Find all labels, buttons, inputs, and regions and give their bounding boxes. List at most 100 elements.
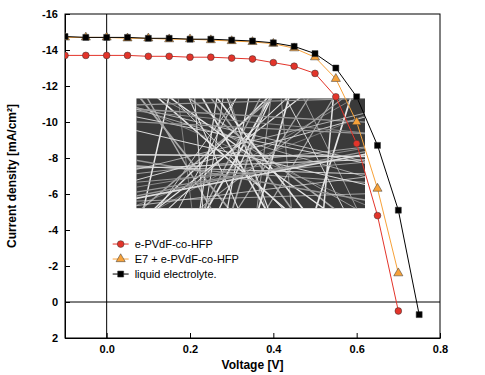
y-tick-mark xyxy=(65,86,70,87)
y-tick-mark xyxy=(65,158,70,159)
y-tick: -12 xyxy=(42,80,70,92)
x-tick-mark xyxy=(107,333,108,338)
y-tick-label: -10 xyxy=(42,116,58,128)
legend-label: e-PVdF-co-HFP xyxy=(135,238,213,250)
x-tick: 0.0 xyxy=(100,333,115,355)
legend-label: liquid electrolyte. xyxy=(135,268,217,280)
series-marker xyxy=(416,312,422,318)
series-marker xyxy=(166,53,173,60)
series-marker xyxy=(82,52,89,59)
y-tick-label: -16 xyxy=(42,8,58,20)
inset-fiber xyxy=(136,154,365,193)
series-marker xyxy=(312,51,318,57)
x-tick-mark xyxy=(273,333,274,338)
x-tick-label: 0.6 xyxy=(350,343,365,355)
plot-marks xyxy=(65,32,422,317)
series-marker xyxy=(206,35,215,43)
series-marker xyxy=(290,43,299,51)
y-tick-label: 0 xyxy=(52,296,58,308)
inset-fiber xyxy=(136,108,365,178)
series-marker xyxy=(104,34,110,40)
y-tick-mark xyxy=(65,50,70,51)
inset-fiber xyxy=(136,109,365,122)
y-tick-mark xyxy=(65,302,70,303)
inset-fiber xyxy=(136,122,365,134)
inset-fiber xyxy=(136,98,232,208)
inset-fiber xyxy=(136,147,365,188)
y-tick-mark xyxy=(65,194,70,195)
series-marker xyxy=(228,55,235,62)
y-tick-label: -6 xyxy=(48,188,58,200)
series-line xyxy=(65,55,398,311)
series-marker xyxy=(354,94,360,100)
series-marker xyxy=(81,32,90,40)
chart: 0.00.20.40.60.8-16-14-12-10-8-6-4-202Vol… xyxy=(0,0,485,375)
plot-frame xyxy=(65,14,440,338)
series-marker xyxy=(83,34,89,40)
series-marker xyxy=(165,34,174,42)
inset-fiber xyxy=(136,98,365,105)
inset-fiber xyxy=(136,153,365,199)
series-marker xyxy=(250,38,256,44)
y-tick-label: -4 xyxy=(48,224,59,236)
series-marker xyxy=(145,53,152,60)
legend-marker xyxy=(118,271,124,277)
y-tick: -8 xyxy=(48,152,70,164)
series-marker xyxy=(65,32,70,40)
y-tick-label: -14 xyxy=(42,44,59,56)
inset-fiber xyxy=(136,111,365,134)
series-marker xyxy=(229,37,235,43)
y-axis: -16-14-12-10-8-6-4-202 xyxy=(42,8,70,344)
series-marker xyxy=(395,308,402,315)
inset-fiber xyxy=(136,114,365,208)
zero-line xyxy=(106,14,107,338)
y-tick-label: -12 xyxy=(42,80,58,92)
series-marker xyxy=(187,36,193,42)
series-marker xyxy=(374,212,381,219)
inset-image xyxy=(136,98,365,208)
inset-fiber xyxy=(193,98,349,208)
y-tick: -4 xyxy=(48,224,70,236)
series-marker xyxy=(103,52,110,59)
y-tick-mark xyxy=(65,266,70,267)
x-tick: 0.2 xyxy=(183,333,198,355)
inset-fiber xyxy=(136,116,365,164)
legend-marker xyxy=(116,254,125,262)
series-marker xyxy=(333,65,339,71)
series-marker xyxy=(291,63,298,70)
series-marker xyxy=(65,52,68,59)
series-marker xyxy=(227,36,236,44)
series-marker xyxy=(166,35,172,41)
inset-fiber xyxy=(136,159,365,200)
series-marker xyxy=(353,140,360,147)
inset-fiber xyxy=(178,98,193,208)
legend-label: E7 + e-PVdF-co-HFP xyxy=(135,253,239,265)
legend-marker xyxy=(117,241,124,248)
inset-fiber xyxy=(136,167,365,175)
y-tick: -2 xyxy=(48,260,70,272)
x-tick-label: 0.0 xyxy=(100,343,115,355)
series-marker xyxy=(65,34,68,40)
series-marker xyxy=(124,52,131,59)
x-axis: 0.00.20.40.60.8 xyxy=(66,333,449,355)
inset-fiber xyxy=(136,116,365,182)
x-axis-title: Voltage [V] xyxy=(222,358,284,372)
series-marker xyxy=(332,93,339,100)
series-marker xyxy=(248,37,257,45)
inset-fiber xyxy=(136,194,365,202)
x-tick-mark xyxy=(190,333,191,338)
series-marker xyxy=(375,142,381,148)
series-marker xyxy=(249,56,256,63)
series-marker xyxy=(185,34,194,42)
series-marker xyxy=(352,117,361,125)
inset-fiber xyxy=(136,155,365,157)
y-tick-mark xyxy=(65,230,70,231)
inset-fiber xyxy=(136,162,365,183)
y-tick-label: -2 xyxy=(48,260,58,272)
series-line xyxy=(65,37,419,315)
x-tick-label: 0.2 xyxy=(183,343,198,355)
series-marker xyxy=(144,33,153,41)
zero-line xyxy=(65,302,440,303)
series-marker xyxy=(123,33,132,41)
x-tick-label: 0.4 xyxy=(266,343,282,355)
